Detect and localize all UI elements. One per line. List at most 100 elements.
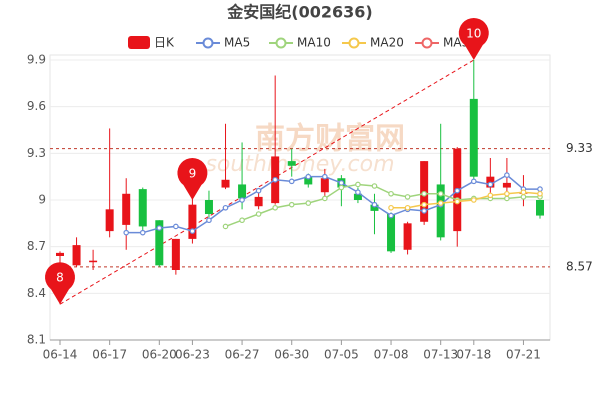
candle-body [320, 178, 329, 193]
ma-point [371, 183, 378, 189]
y-tick-label: 9.9 [27, 53, 46, 67]
x-tick-label: 06-14 [43, 348, 78, 362]
ma-point [371, 201, 378, 208]
legend-label: MA20 [370, 36, 404, 50]
ma-point [520, 194, 527, 200]
x-tick-label: 07-05 [324, 348, 359, 362]
candle-body [254, 196, 263, 207]
candle-body [436, 184, 445, 238]
ma-point [288, 178, 295, 185]
y-tick-label: 8.4 [27, 286, 46, 300]
legend-label: MA5 [224, 36, 250, 50]
ma-point [173, 223, 179, 230]
candle-body [122, 193, 131, 225]
candle-body [138, 189, 147, 227]
candle-body [171, 238, 180, 270]
ma-point [388, 212, 394, 219]
ma-point [239, 217, 245, 224]
candle-body [238, 184, 247, 199]
x-tick-label: 06-23 [175, 348, 210, 362]
ma-point [504, 172, 510, 178]
ma-point [288, 201, 295, 208]
ma-point [255, 187, 262, 194]
ma-point [454, 198, 461, 205]
ma-point [404, 204, 411, 211]
ma-point [156, 225, 163, 231]
ma-point [305, 200, 312, 206]
candle-body [304, 176, 313, 185]
ma-point [338, 184, 345, 191]
candle-body [536, 200, 544, 216]
candle-body [287, 161, 296, 166]
ma-point [239, 197, 245, 203]
annotation-pin [45, 262, 75, 305]
ma-point [504, 190, 510, 197]
candle-body [105, 209, 114, 232]
ma-point [487, 181, 494, 188]
y-tick-label: 8.7 [27, 239, 46, 253]
legend-marker [202, 37, 214, 49]
candle-body [370, 204, 379, 211]
ma-point [355, 189, 361, 196]
ma-point [123, 229, 130, 236]
annotation-pin [458, 17, 489, 60]
legend-label: 日K [154, 36, 175, 50]
ma-point [139, 229, 146, 236]
candle-body [204, 200, 213, 214]
ma-point [338, 180, 345, 186]
reference-label: 8.57 [566, 259, 593, 273]
ma-point [189, 228, 196, 234]
ma-point [206, 217, 212, 224]
x-tick-label: 07-13 [423, 348, 458, 362]
ma-point [487, 192, 494, 199]
x-tick-label: 07-21 [506, 348, 541, 362]
candle-body [353, 193, 362, 200]
candle-body [469, 98, 478, 177]
watermark: southmoney.com [205, 152, 394, 177]
y-tick-label: 9.6 [27, 99, 46, 113]
annotation-label: 8 [56, 271, 64, 285]
ma-point [388, 204, 394, 211]
ma-point [437, 200, 444, 206]
candle-body [188, 204, 197, 239]
ma-point [504, 195, 510, 202]
ma-point [272, 176, 278, 183]
legend-swatch [128, 36, 150, 49]
ma-point [322, 173, 328, 180]
ma-point [404, 194, 411, 200]
y-tick-label: 9.3 [27, 146, 46, 160]
ma-point [520, 189, 527, 196]
chart-title: 金安国纪(002636) [226, 3, 372, 22]
ma-point [355, 181, 361, 188]
ma-point [272, 204, 278, 211]
y-tick-label: 8.1 [27, 333, 46, 347]
ma-line [391, 191, 541, 209]
ma-point [222, 204, 229, 211]
ma-point [421, 201, 427, 208]
ma-point [305, 173, 312, 180]
candle-body [89, 260, 98, 263]
candle-body [502, 182, 511, 188]
ma-point [437, 190, 444, 197]
legend-marker [275, 37, 287, 49]
annotation-label: 10 [466, 27, 481, 41]
candle-body [72, 245, 81, 266]
x-tick-label: 06-27 [225, 348, 260, 362]
x-tick-label: 06-20 [142, 348, 177, 362]
ma-point [255, 211, 262, 217]
candle-body [155, 220, 164, 266]
reference-label: 9.33 [566, 141, 593, 155]
annotation-label: 9 [189, 167, 197, 181]
x-tick-label: 06-17 [92, 348, 127, 362]
legend-label: MA10 [297, 36, 331, 50]
y-tick-label: 9 [38, 193, 46, 207]
annotation-pin [177, 158, 208, 200]
watermark: 南方财富网 [255, 122, 405, 157]
ma-point [470, 178, 477, 185]
ma-point [322, 195, 328, 202]
trend-line [59, 59, 475, 305]
ma-point [222, 223, 229, 230]
ma-point [537, 186, 543, 192]
ma-point [421, 208, 427, 214]
